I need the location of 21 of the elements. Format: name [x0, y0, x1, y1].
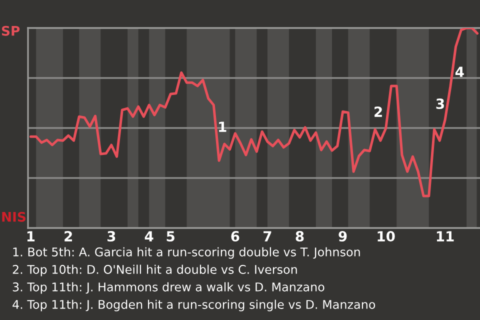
text: 1. Bot 5th: A. Garcia hit a run-scoring double vs T. Johnson	[13, 247, 360, 259]
annotation: 1	[219, 122, 226, 132]
x-tick-label: 6	[231, 231, 240, 242]
x-tick-label: 9	[338, 231, 347, 242]
annotation: 2	[374, 106, 382, 117]
x-tick-label: 3	[108, 231, 116, 242]
x-tick-label: 5	[166, 231, 174, 242]
x-tick-label: 8	[296, 231, 304, 242]
text: 3. Top 11th: J. Hammons drew a walk vs D. Manzano	[12, 282, 324, 294]
text: 2. Top 10th: D. O'Neill hit a double vs C. Iverson	[12, 264, 297, 276]
x-tick-label: 4	[144, 231, 154, 242]
x-tick-label: 7	[264, 231, 272, 242]
annotation: 4	[455, 66, 464, 77]
annotation: 3	[436, 98, 444, 110]
text: SP	[2, 26, 20, 36]
x-tick-label: 10	[378, 231, 395, 242]
x-tick-label: 1	[27, 231, 35, 242]
x-tick-label: 11	[436, 231, 454, 242]
text: NIS	[2, 212, 26, 222]
text: 4. Top 11th: J. Bogden hit a run-scoring single vs D. Manzano	[12, 300, 376, 312]
x-tick-label: 2	[64, 231, 72, 242]
